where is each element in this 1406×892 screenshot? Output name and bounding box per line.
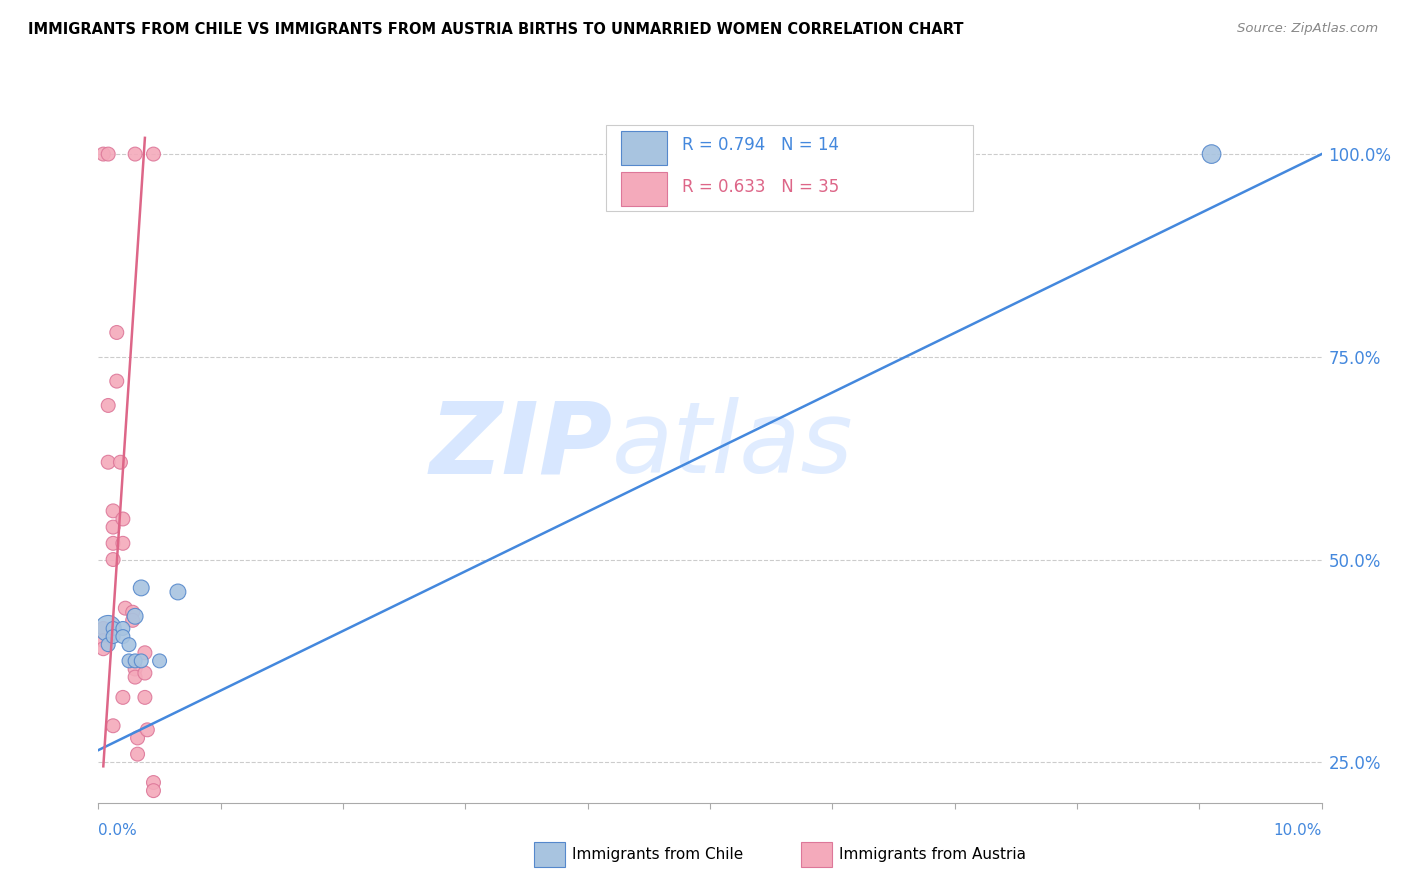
Point xyxy=(118,638,141,652)
Point xyxy=(124,670,146,684)
Point xyxy=(97,622,120,636)
Point xyxy=(101,552,124,566)
Point xyxy=(97,455,120,469)
Text: Immigrants from Chile: Immigrants from Chile xyxy=(572,847,744,862)
Point xyxy=(118,654,141,668)
Point xyxy=(91,147,114,161)
Point xyxy=(167,585,190,599)
Point xyxy=(114,601,136,615)
Point xyxy=(110,455,132,469)
Point xyxy=(91,633,114,648)
Point xyxy=(101,536,124,550)
Text: R = 0.794   N = 14: R = 0.794 N = 14 xyxy=(682,136,839,153)
Text: Immigrants from Austria: Immigrants from Austria xyxy=(839,847,1026,862)
Point xyxy=(91,641,114,656)
Bar xyxy=(620,131,668,165)
Point xyxy=(149,654,172,668)
Point xyxy=(124,147,146,161)
Point xyxy=(134,646,156,660)
Point xyxy=(142,775,165,789)
Point xyxy=(101,504,124,518)
Point xyxy=(124,654,146,668)
Point xyxy=(129,654,152,668)
Point xyxy=(127,747,149,761)
Point xyxy=(134,816,156,830)
Point xyxy=(127,731,149,745)
Point xyxy=(91,622,114,636)
Point xyxy=(101,630,124,644)
Text: atlas: atlas xyxy=(612,398,853,494)
Point xyxy=(101,520,124,534)
Point xyxy=(134,666,156,681)
Point xyxy=(97,147,120,161)
Text: 10.0%: 10.0% xyxy=(1274,823,1322,838)
Point xyxy=(101,622,124,636)
Point xyxy=(121,613,143,627)
Point xyxy=(101,719,124,733)
Point xyxy=(111,622,134,636)
Point xyxy=(105,326,128,340)
Point xyxy=(124,662,146,676)
Point xyxy=(129,581,152,595)
Text: R = 0.633   N = 35: R = 0.633 N = 35 xyxy=(682,178,839,196)
Text: ZIP: ZIP xyxy=(429,398,612,494)
Text: IMMIGRANTS FROM CHILE VS IMMIGRANTS FROM AUSTRIA BIRTHS TO UNMARRIED WOMEN CORRE: IMMIGRANTS FROM CHILE VS IMMIGRANTS FROM… xyxy=(28,22,963,37)
Point xyxy=(111,536,134,550)
Point xyxy=(121,605,143,619)
Point xyxy=(124,609,146,624)
Point xyxy=(662,816,685,830)
Point xyxy=(97,638,120,652)
Point xyxy=(97,845,120,859)
Point xyxy=(142,783,165,797)
Text: Source: ZipAtlas.com: Source: ZipAtlas.com xyxy=(1237,22,1378,36)
Point xyxy=(142,147,165,161)
Point xyxy=(136,723,159,737)
Text: 0.0%: 0.0% xyxy=(98,823,138,838)
Point xyxy=(111,690,134,705)
FancyBboxPatch shape xyxy=(606,125,973,211)
Bar xyxy=(620,172,668,206)
Point xyxy=(97,399,120,413)
Point xyxy=(1201,147,1223,161)
Point xyxy=(105,374,128,388)
Point xyxy=(134,690,156,705)
Point xyxy=(111,512,134,526)
Point xyxy=(111,630,134,644)
